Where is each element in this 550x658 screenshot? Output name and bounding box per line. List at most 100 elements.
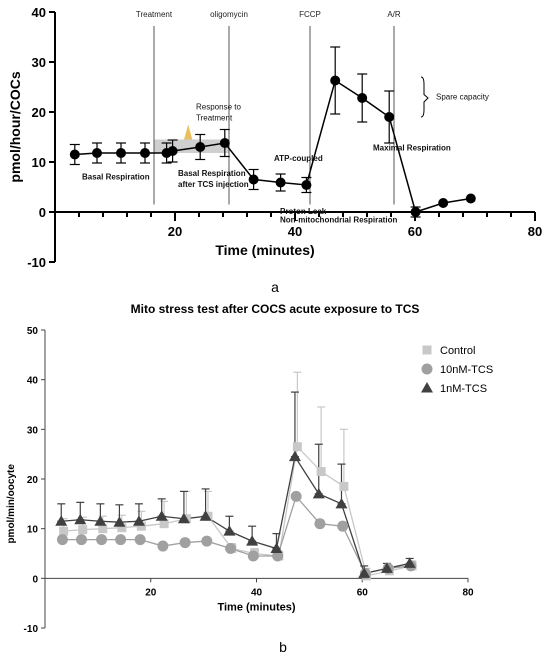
legend-marker-2 <box>421 382 433 393</box>
data-point-12 <box>357 93 368 103</box>
legend-label-0: Control <box>440 345 475 357</box>
data-point-0-0 <box>59 526 69 536</box>
x-tick-label-2: 60 <box>357 587 369 598</box>
data-point-0-12 <box>316 467 326 477</box>
annotation-2: after TCS injection <box>178 180 249 189</box>
data-point-5 <box>167 146 178 156</box>
annotation-1: Basal Respiration <box>178 169 246 178</box>
y-tick-label-4: 30 <box>27 425 39 436</box>
data-point-11 <box>330 75 341 86</box>
annotation-3: Response to <box>196 103 241 112</box>
data-point-0-5 <box>159 519 169 529</box>
legend-marker-0 <box>422 345 432 355</box>
data-point-2-14 <box>358 567 371 578</box>
data-point-1-13 <box>337 520 349 532</box>
data-point-10 <box>301 180 312 190</box>
chart-b-title: Mito stress test after COCS acute exposu… <box>131 302 420 316</box>
data-point-15 <box>438 198 449 208</box>
data-point-0-1 <box>78 525 88 535</box>
data-point-2-2 <box>94 515 107 526</box>
y-tick-label-4: 30 <box>32 55 46 70</box>
x-tick-label-3: 80 <box>462 587 474 598</box>
legend-label-1: 10nM-TCS <box>440 364 493 376</box>
data-point-7 <box>219 138 230 148</box>
data-point-1-3 <box>115 534 127 546</box>
data-point-2-13 <box>335 497 348 509</box>
data-point-13 <box>384 112 395 122</box>
data-point-1-7 <box>201 535 213 547</box>
data-point-2 <box>116 148 126 158</box>
y-tick-label-2: 10 <box>32 155 46 170</box>
data-point-1-11 <box>290 490 302 502</box>
x-tick-label-1: 40 <box>251 587 263 598</box>
data-point-3 <box>140 148 150 158</box>
data-point-2-8 <box>223 525 236 536</box>
data-point-14 <box>410 207 421 217</box>
y-tick-label-3: 20 <box>32 105 46 120</box>
data-point-2-11 <box>288 450 301 462</box>
legend-label-2: 1nM-TCS <box>440 383 487 395</box>
data-point-1-12 <box>314 518 326 530</box>
data-point-2-10 <box>270 542 283 554</box>
y-tick-label-1: 0 <box>39 205 46 220</box>
x-tick-label-2: 60 <box>408 224 422 239</box>
data-point-0-13 <box>339 481 349 491</box>
data-point-1-2 <box>96 534 108 546</box>
legend-marker-1 <box>421 363 433 375</box>
annotation-5: ATP-coupled <box>274 154 323 163</box>
response-marker <box>184 124 193 140</box>
chart-b: Mito stress test after COCS acute exposu… <box>6 302 493 655</box>
data-point-6 <box>195 142 206 152</box>
y-axis-label: pmol/hour/COCs <box>7 71 23 182</box>
data-point-2-12 <box>312 487 325 499</box>
event-label-1: oligomycin <box>210 10 248 19</box>
data-point-2-4 <box>132 515 145 526</box>
y-tick-label-3: 20 <box>27 475 39 486</box>
panel-label-b: b <box>279 639 287 655</box>
data-point-0 <box>69 149 80 160</box>
data-point-2-15 <box>380 562 393 573</box>
y-tick-label-0: -10 <box>24 624 39 635</box>
data-point-2-9 <box>246 535 259 546</box>
annotation-8: Maximal Respiration <box>373 144 451 153</box>
x-axis-label: Time (minutes) <box>215 242 314 258</box>
data-point-1-9 <box>247 550 259 562</box>
panel-label-a: a <box>271 279 279 295</box>
data-point-1-10 <box>272 550 284 562</box>
data-point-8 <box>248 174 259 185</box>
y-tick-label-1: 0 <box>32 574 38 585</box>
data-point-2-5 <box>155 510 168 521</box>
annotation-7: Non-mitochondrial Respiration <box>280 216 397 225</box>
spare-capacity-bracket <box>420 76 429 118</box>
data-point-1-6 <box>179 537 191 549</box>
data-point-0-3 <box>117 523 127 533</box>
data-point-1-4 <box>134 534 146 546</box>
y-tick-label-6: 50 <box>27 326 39 337</box>
event-label-0: Treatment <box>136 10 173 19</box>
y-tick-label-0: -10 <box>27 255 46 270</box>
event-label-2: FCCP <box>299 10 321 19</box>
data-point-1-0 <box>56 534 68 546</box>
x-tick-label-0: 20 <box>145 587 157 598</box>
data-point-0-2 <box>98 524 108 534</box>
chart-a: Treatment oligomycin FCCP A/R -10 0 10 20 30 40 20… <box>7 5 542 295</box>
annotation-9: Spare capacity <box>436 93 489 102</box>
data-point-1-8 <box>225 543 237 555</box>
event-label-3: A/R <box>387 10 401 19</box>
y-tick-label-5: 40 <box>27 376 39 387</box>
data-point-2-3 <box>113 516 126 527</box>
y-tick-label-5: 40 <box>32 5 46 20</box>
annotation-0: Basal Respiration <box>82 173 150 182</box>
data-point-2-7 <box>199 510 212 521</box>
data-point-0-4 <box>136 521 146 531</box>
data-point-16 <box>465 193 476 204</box>
data-point-2-16 <box>403 557 416 568</box>
x-tick-label-3: 80 <box>528 224 542 239</box>
data-point-9 <box>275 177 286 188</box>
data-point-1-5 <box>157 540 169 552</box>
y-tick-label-2: 10 <box>27 525 39 536</box>
annotation-4: Treatment <box>196 114 233 123</box>
series-line-0 <box>63 445 413 577</box>
y-axis-label: pmol/min/oocyte <box>6 464 17 544</box>
